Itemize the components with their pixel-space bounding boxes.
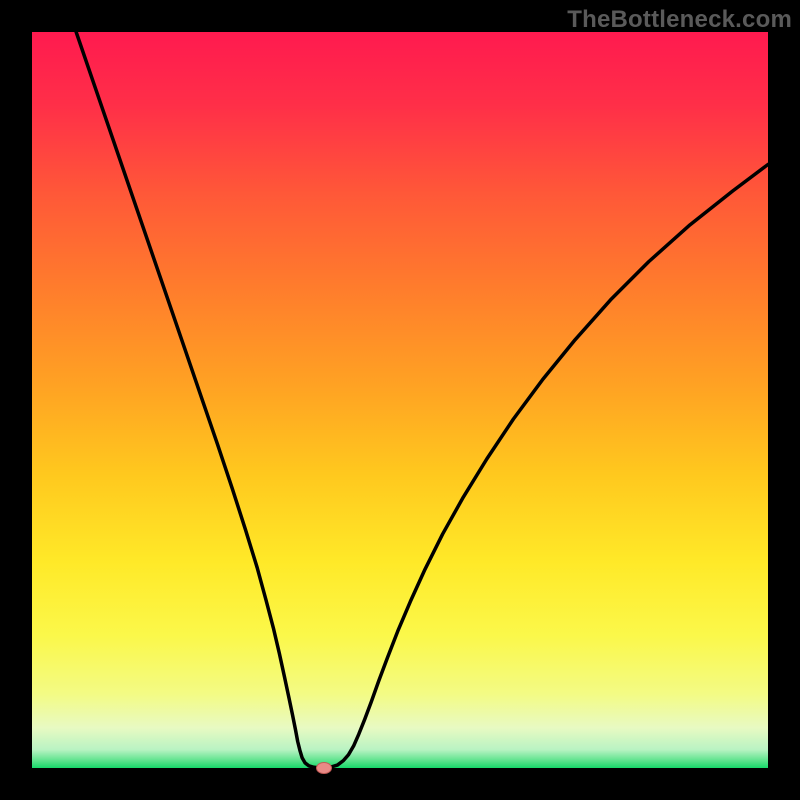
plot-area [32,32,768,768]
bottleneck-curve [32,32,768,768]
minimum-marker [316,762,332,774]
watermark-text: TheBottleneck.com [567,6,792,34]
